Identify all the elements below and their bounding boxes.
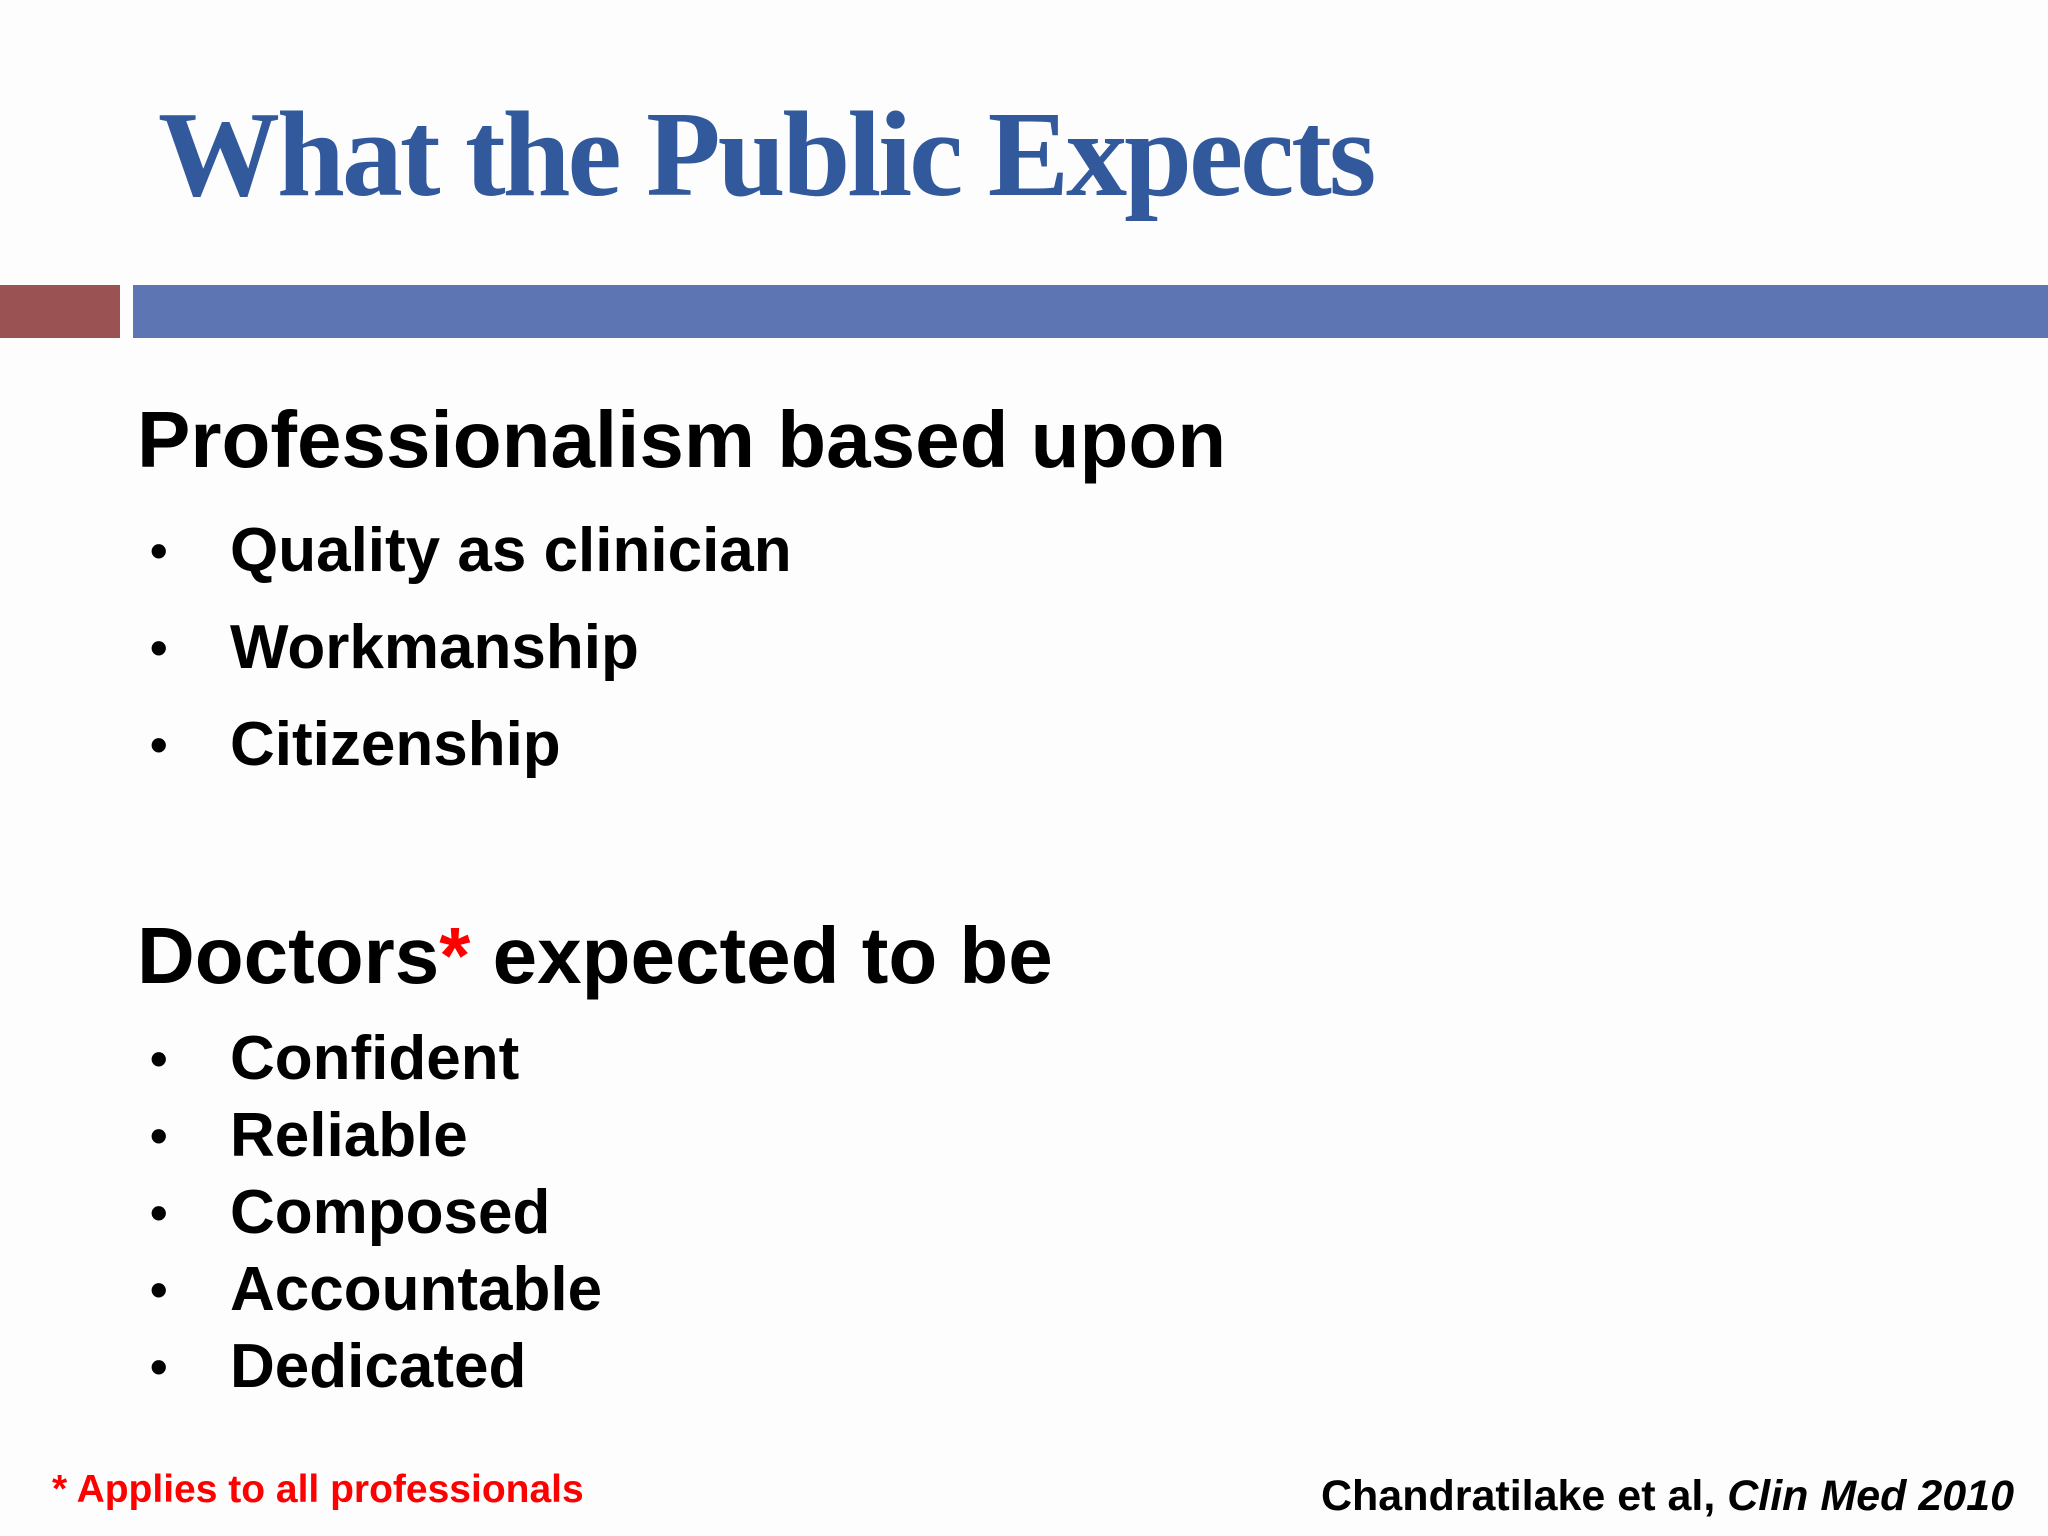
- list-item: • Composed: [150, 1174, 602, 1251]
- list-item: • Dedicated: [150, 1328, 602, 1405]
- doctors-heading-word: Doctors: [137, 911, 440, 1000]
- bullet-icon: •: [150, 1030, 168, 1087]
- bullet-icon: •: [150, 1261, 168, 1318]
- doctors-heading-rest: expected to be: [470, 911, 1053, 1000]
- list-item-label: Accountable: [230, 1255, 603, 1324]
- accent-red-square: [0, 285, 120, 338]
- section-professionalism-heading: Professionalism based upon: [137, 395, 1227, 484]
- list-item-label: Workmanship: [230, 613, 639, 682]
- bullet-icon: •: [150, 716, 168, 773]
- list-item: • Quality as clinician: [150, 502, 792, 599]
- list-item: • Accountable: [150, 1251, 602, 1328]
- list-item: • Confident: [150, 1020, 602, 1097]
- bullet-icon: •: [150, 619, 168, 676]
- list-item-label: Composed: [230, 1178, 551, 1247]
- citation-journal: Clin Med 2010: [1715, 1472, 2014, 1520]
- bullet-icon: •: [150, 1184, 168, 1241]
- doctors-bullet-list: • Confident • Reliable • Composed • Acco…: [150, 1020, 602, 1405]
- list-item-label: Citizenship: [230, 710, 561, 779]
- list-item: • Workmanship: [150, 599, 792, 696]
- list-item: • Reliable: [150, 1097, 602, 1174]
- list-item: • Citizenship: [150, 696, 792, 793]
- list-item-label: Confident: [230, 1024, 520, 1093]
- list-item-label: Reliable: [230, 1101, 468, 1170]
- section-doctors-heading: Doctors* expected to be: [137, 912, 1053, 1000]
- bullet-icon: •: [150, 522, 168, 579]
- citation: Chandratilake et al, Clin Med 2010: [1321, 1472, 2014, 1521]
- bullet-icon: •: [150, 1338, 168, 1395]
- professionalism-bullet-list: • Quality as clinician • Workmanship • C…: [150, 502, 792, 793]
- footnote: * Applies to all professionals: [52, 1468, 584, 1511]
- list-item-label: Quality as clinician: [230, 516, 792, 585]
- bullet-icon: •: [150, 1107, 168, 1164]
- asterisk-mark: *: [439, 911, 471, 1000]
- accent-blue-bar: [133, 285, 2048, 338]
- citation-authors: Chandratilake et al,: [1320, 1472, 1716, 1520]
- slide-title: What the Public Expects: [158, 87, 1376, 222]
- list-item-label: Dedicated: [230, 1332, 527, 1401]
